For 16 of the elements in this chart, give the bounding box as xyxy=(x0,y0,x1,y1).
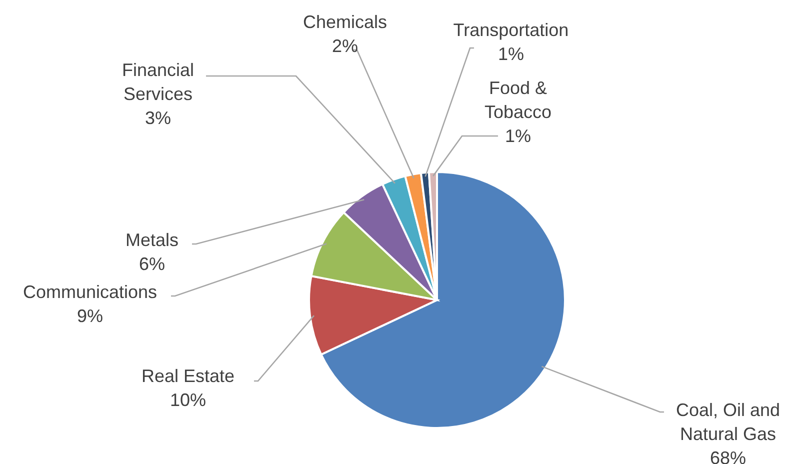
data-label: 2% xyxy=(332,36,358,56)
slice-label: Financial Services xyxy=(122,60,194,104)
data-label: 68% xyxy=(710,448,746,464)
slice-label: Real Estate xyxy=(141,366,235,386)
data-label: 1% xyxy=(498,44,524,64)
data-label: 3% xyxy=(144,108,172,128)
slice-label: Chemicals xyxy=(302,12,388,32)
data-label: 1% xyxy=(504,126,532,146)
slice-label: Transportation xyxy=(453,20,569,40)
data-label: 10% xyxy=(170,390,206,410)
slice-label: Food & Tobacco xyxy=(484,78,552,122)
data-label: 9% xyxy=(76,306,104,326)
data-label: 6% xyxy=(138,254,166,274)
slice-label: Communications xyxy=(22,282,158,302)
slice-label: Metals xyxy=(125,230,179,250)
slice-label: Coal, Oil and Natural Gas xyxy=(676,400,780,444)
